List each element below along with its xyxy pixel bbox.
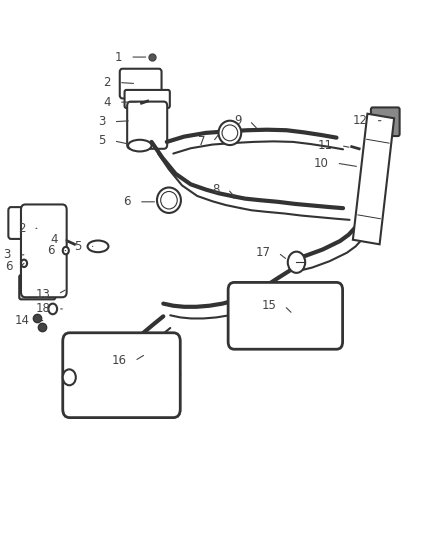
Text: 11: 11 xyxy=(318,139,333,152)
FancyBboxPatch shape xyxy=(21,205,67,297)
FancyBboxPatch shape xyxy=(124,90,170,108)
Text: 16: 16 xyxy=(112,354,127,367)
Text: 4: 4 xyxy=(103,95,111,109)
Ellipse shape xyxy=(157,188,181,213)
Text: 14: 14 xyxy=(15,314,30,327)
Circle shape xyxy=(48,304,57,314)
Circle shape xyxy=(63,369,76,385)
Circle shape xyxy=(29,283,36,292)
Text: 10: 10 xyxy=(314,157,328,169)
Circle shape xyxy=(21,260,27,267)
Text: 1: 1 xyxy=(115,51,122,63)
Ellipse shape xyxy=(88,240,109,252)
Circle shape xyxy=(63,247,69,254)
Polygon shape xyxy=(353,114,394,244)
Text: 3: 3 xyxy=(99,115,106,128)
Text: 2: 2 xyxy=(18,222,25,235)
Ellipse shape xyxy=(161,191,177,209)
Text: 4: 4 xyxy=(50,233,58,246)
FancyBboxPatch shape xyxy=(8,207,45,239)
Text: 8: 8 xyxy=(212,183,220,196)
Ellipse shape xyxy=(222,125,238,141)
Text: 2: 2 xyxy=(103,76,111,89)
FancyBboxPatch shape xyxy=(371,108,399,136)
FancyBboxPatch shape xyxy=(120,69,162,99)
Text: 7: 7 xyxy=(198,135,205,148)
FancyBboxPatch shape xyxy=(127,102,167,149)
Text: 13: 13 xyxy=(35,288,50,301)
Text: 6: 6 xyxy=(124,195,131,208)
FancyBboxPatch shape xyxy=(63,333,180,418)
Text: 18: 18 xyxy=(35,302,50,316)
Ellipse shape xyxy=(128,140,152,151)
Text: 15: 15 xyxy=(261,299,276,312)
Text: 17: 17 xyxy=(255,246,270,259)
FancyBboxPatch shape xyxy=(228,282,343,349)
FancyBboxPatch shape xyxy=(19,275,55,300)
Text: 6: 6 xyxy=(5,260,12,273)
Text: 5: 5 xyxy=(99,134,106,147)
Text: 5: 5 xyxy=(74,240,82,253)
Text: 6: 6 xyxy=(47,244,54,257)
Ellipse shape xyxy=(219,120,241,145)
Text: 3: 3 xyxy=(4,248,11,261)
Text: 12: 12 xyxy=(353,114,368,127)
Text: 9: 9 xyxy=(234,114,242,127)
Circle shape xyxy=(288,252,305,273)
